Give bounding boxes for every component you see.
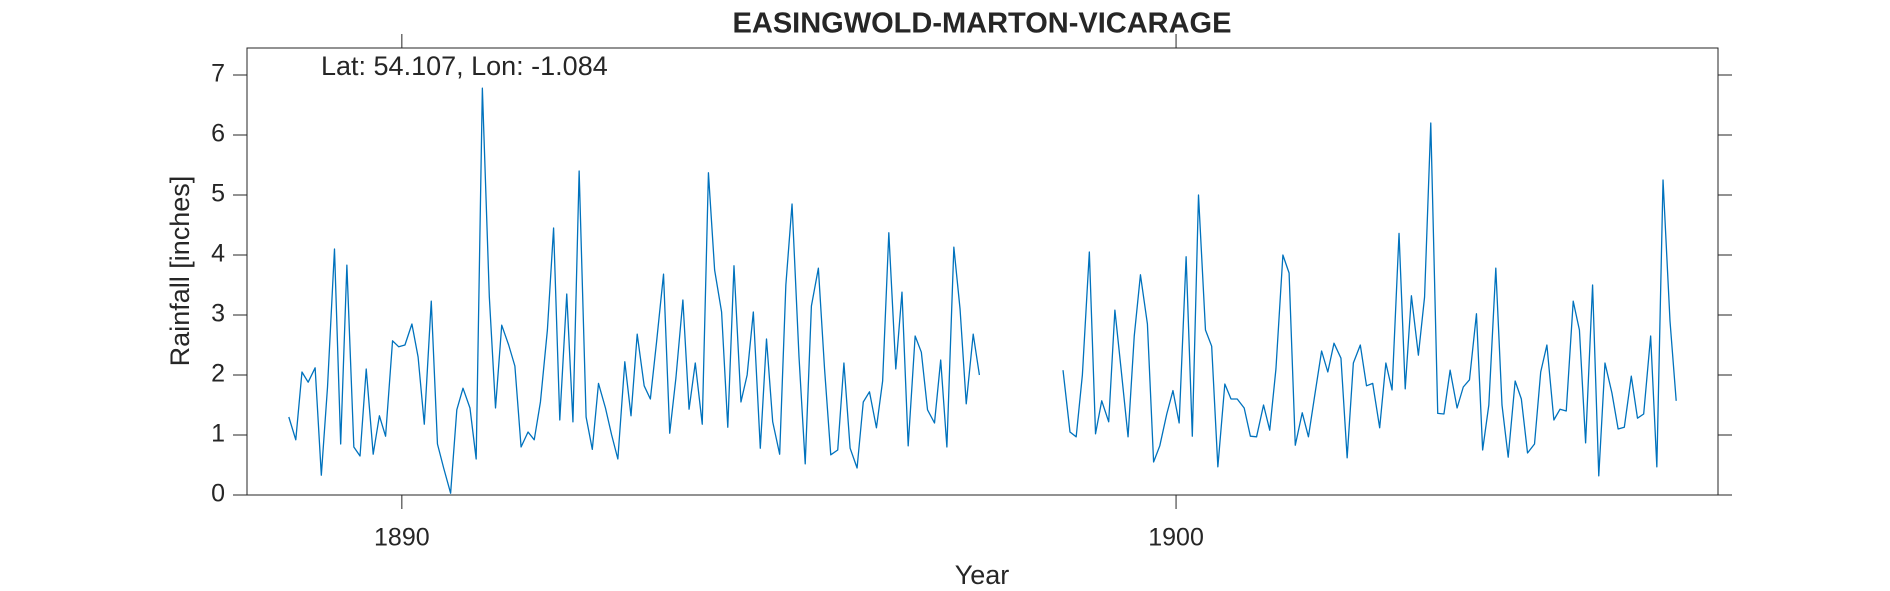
chart-title: EASINGWOLD-MARTON-VICARAGE — [733, 8, 1232, 40]
y-tick-label: 6 — [211, 120, 225, 148]
rainfall-line — [288, 87, 1677, 494]
y-tick-label: 2 — [211, 360, 225, 388]
y-tick-label: 3 — [211, 300, 225, 328]
y-tick-label: 1 — [211, 420, 225, 448]
plot-frame — [246, 47, 1719, 496]
y-tick-label: 4 — [211, 240, 225, 268]
x-tick-label: 1890 — [374, 524, 430, 552]
y-tick-label: 0 — [211, 480, 225, 508]
x-tick-label: 1900 — [1148, 524, 1204, 552]
y-tick-label: 5 — [211, 180, 225, 208]
y-axis-label: Rainfall [inches] — [165, 176, 195, 367]
x-axis-label: Year — [955, 560, 1010, 590]
annotation: Lat: 54.107, Lon: -1.084 — [321, 51, 608, 81]
y-tick-label: 7 — [211, 60, 225, 88]
